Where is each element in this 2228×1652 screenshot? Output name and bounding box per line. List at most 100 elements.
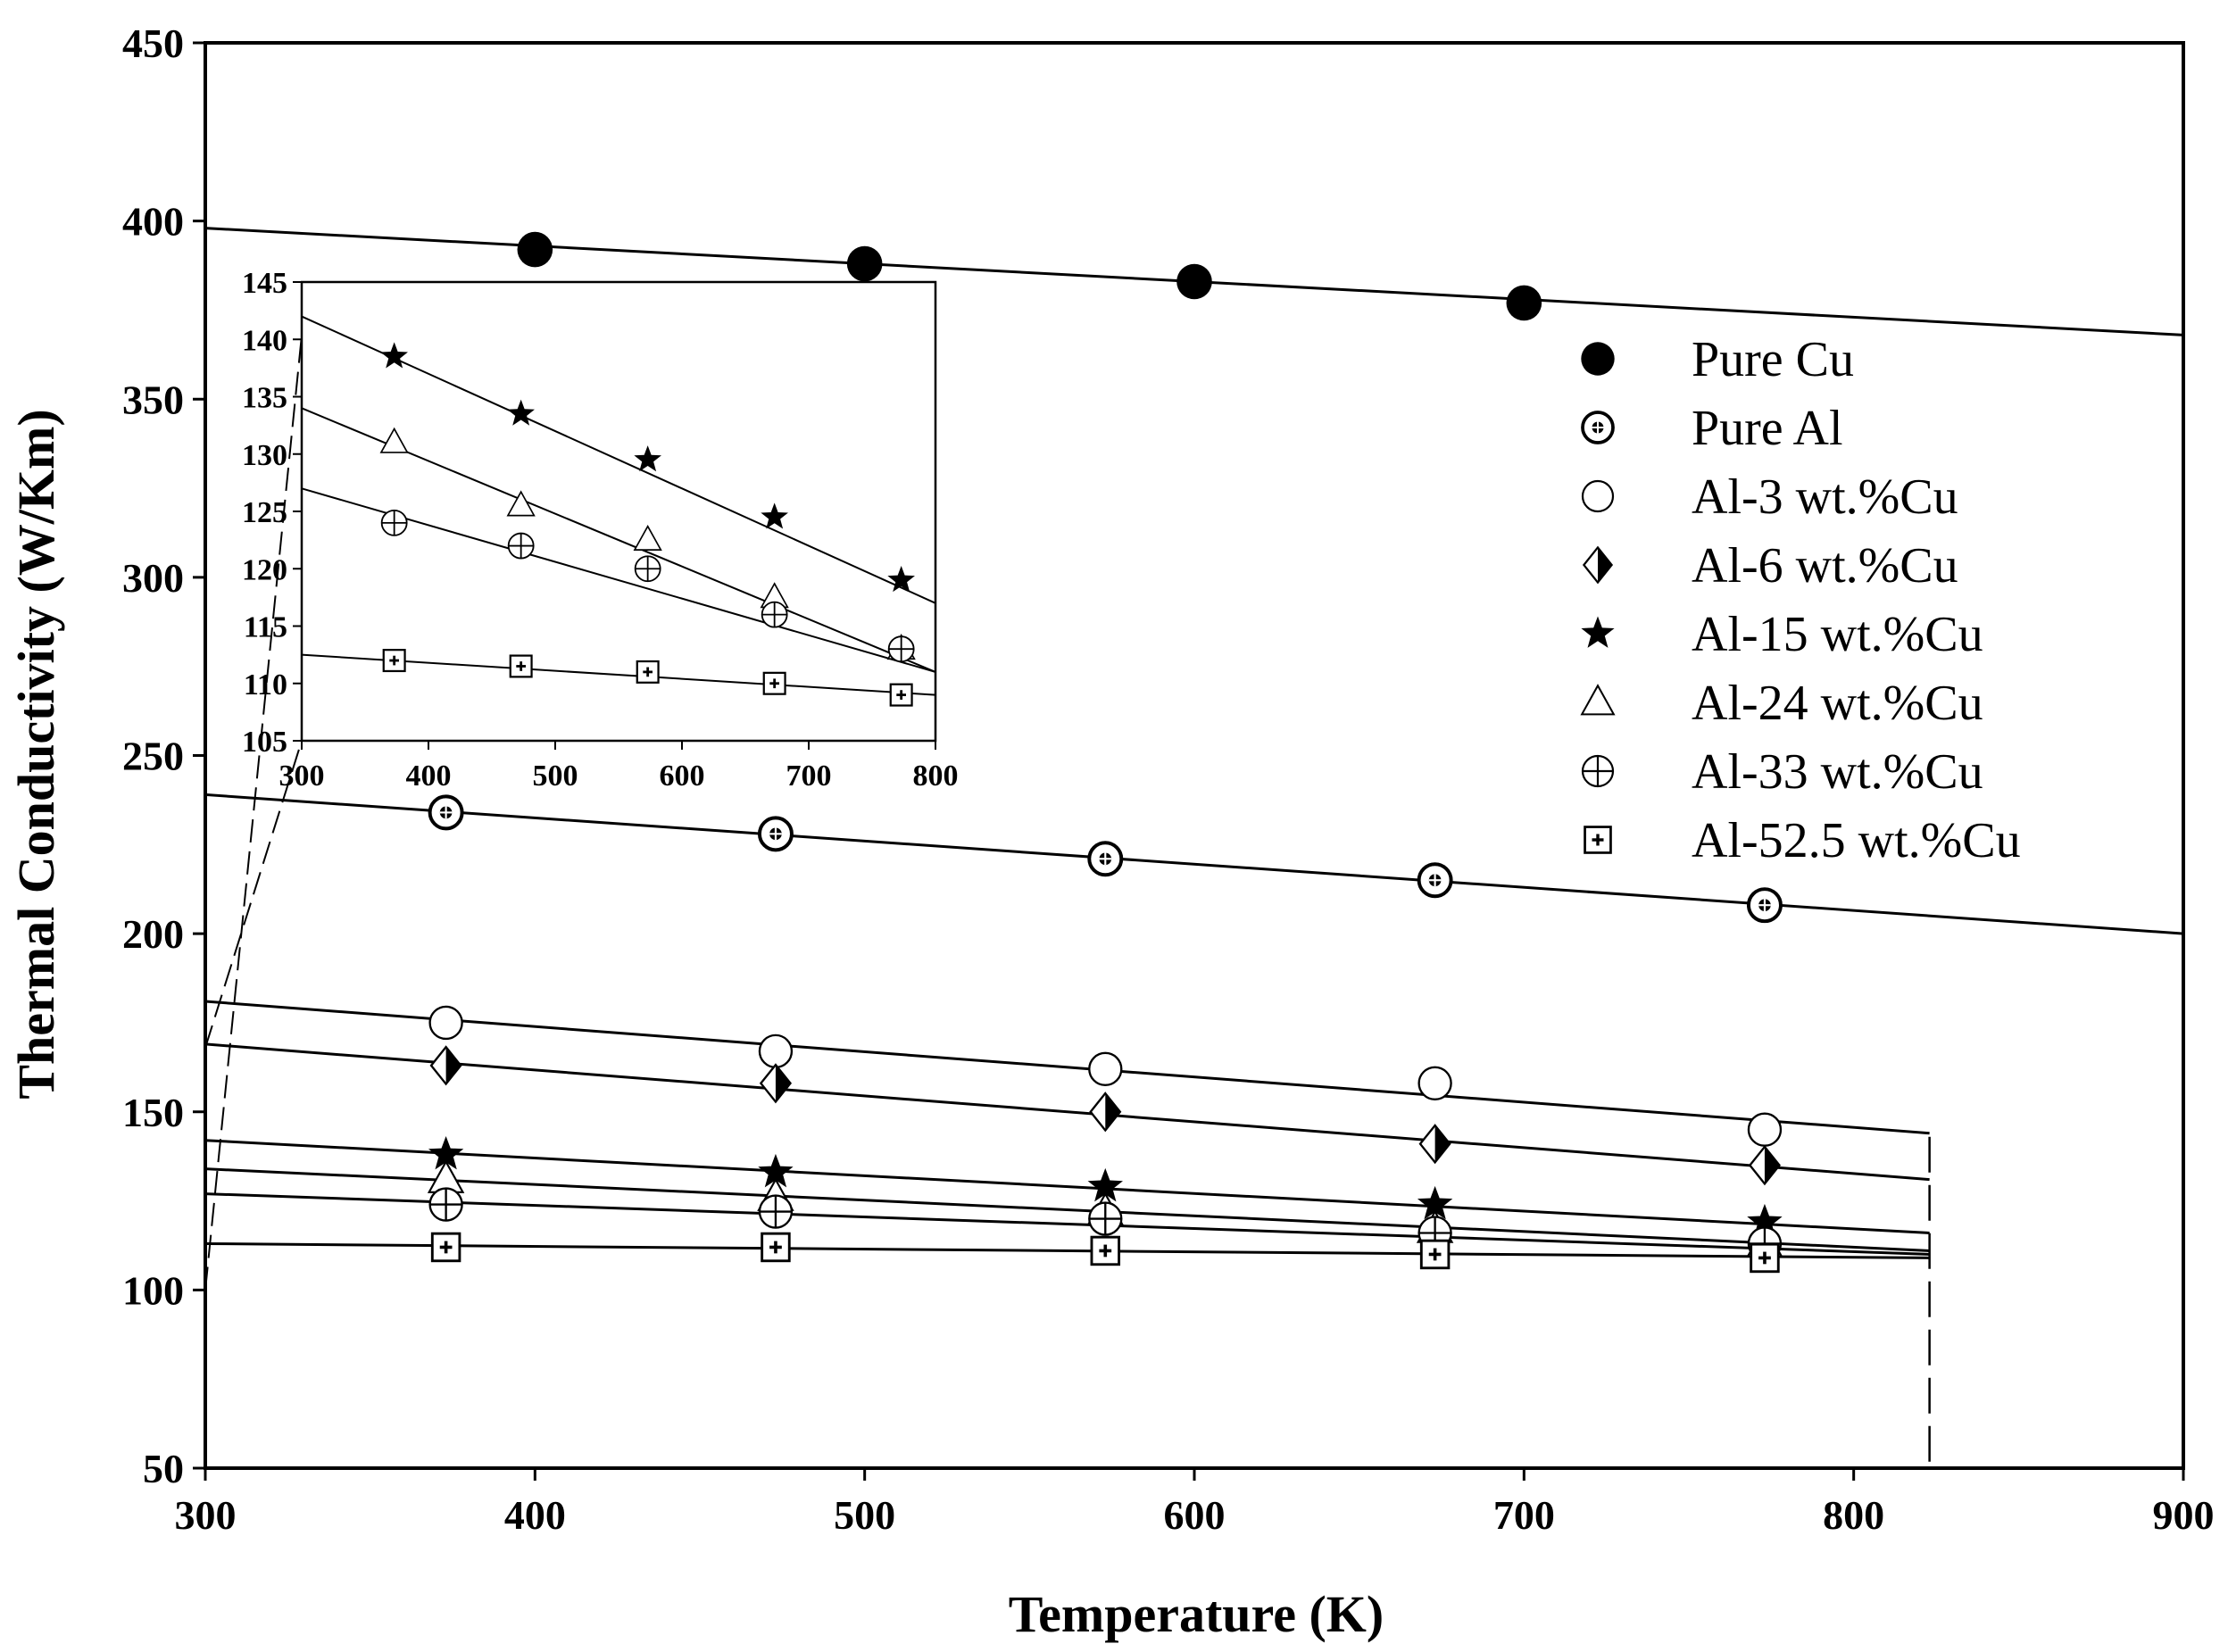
legend-label-pure-al: Pure Al: [1692, 401, 1843, 456]
y-tick-label: 350: [122, 377, 184, 422]
inset-x-tick-label: 500: [533, 760, 578, 793]
y-axis-title: Thermal Conductivity (W/Km): [7, 409, 65, 1099]
inset-frame: [300, 280, 937, 743]
data-point-al-3-wt-cu: [1747, 1112, 1783, 1147]
fit-line-pure-al: [204, 793, 2184, 935]
legend-label-al-33-wt-cu: Al-33 wt.%Cu: [1692, 744, 1983, 800]
data-point-pure-cu: [1176, 263, 1212, 300]
inset-x-tick-label: 600: [660, 760, 705, 793]
data-point-al-3-wt-cu: [428, 1005, 463, 1041]
data-point-al-15-wt-cu: [1417, 1185, 1453, 1220]
legend-label-al-24-wt-cu: Al-24 wt.%Cu: [1692, 676, 1983, 731]
inset-point-al-15-wt-cu: [507, 399, 535, 426]
inset-x-tick-label: 400: [406, 760, 452, 793]
inset-point-al-15-wt-cu: [380, 342, 408, 369]
fit-line-al-24-wt-cu: [204, 1167, 1930, 1252]
data-point-al-33-wt-cu: [428, 1187, 463, 1222]
data-point-pure-al: [1417, 862, 1453, 899]
x-axis-title: Temperature (K): [1009, 1585, 1384, 1643]
legend-label-al-3-wt-cu: Al-3 wt.%Cu: [1692, 469, 1958, 525]
fit-line-al-33-wt-cu: [204, 1192, 1930, 1256]
inset-y-tick-label: 135: [242, 382, 287, 415]
x-tick-label: 900: [2153, 1492, 2215, 1538]
y-tick-label: 50: [143, 1446, 184, 1491]
inset-x-tick-label: 700: [786, 760, 832, 793]
inset-point-al-33-wt-cu: [507, 532, 535, 560]
data-point-al-15-wt-cu: [1747, 1203, 1783, 1238]
data-point-al-3-wt-cu: [1417, 1066, 1452, 1100]
x-tick-label: 700: [1493, 1492, 1555, 1538]
inset-y-tick-label: 105: [242, 726, 287, 759]
legend-label-al-52-5-wt-cu: Al-52.5 wt.%Cu: [1692, 813, 2021, 868]
inset-point-al-15-wt-cu: [761, 502, 788, 529]
x-tick-label: 600: [1164, 1492, 1226, 1538]
legend-marker-al-15-wt-cu: [1581, 616, 1615, 648]
x-tick-label: 800: [1823, 1492, 1884, 1538]
y-tick-label: 200: [122, 911, 184, 957]
data-point-al-6-wt-cu: [1089, 1092, 1122, 1133]
inset-x-tick-label: 300: [279, 760, 325, 793]
data-point-al-6-wt-cu: [1418, 1124, 1451, 1165]
inset-point-al-24-wt-cu: [633, 524, 662, 551]
x-tick-label: 300: [175, 1492, 237, 1538]
inset-point-al-33-wt-cu: [380, 509, 408, 536]
data-point-pure-cu: [517, 231, 553, 268]
data-point-al-3-wt-cu: [758, 1034, 794, 1069]
inset-y-tick-label: 140: [242, 324, 287, 357]
y-tick-label: 450: [122, 21, 184, 66]
data-point-al-6-wt-cu: [429, 1045, 462, 1086]
y-tick-label: 250: [122, 734, 184, 779]
data-point-al-6-wt-cu: [1748, 1145, 1782, 1186]
legend-marker-pure-cu: [1581, 342, 1615, 376]
y-tick-label: 150: [122, 1090, 184, 1135]
inset-point-al-52-5-wt-cu: [382, 649, 406, 673]
inset-y-tick-label: 125: [242, 496, 287, 529]
inset-x-tick-label: 800: [913, 760, 959, 793]
fit-line-al-6-wt-cu: [204, 1042, 1930, 1182]
inset-fit-line-al-33-wt-cu: [301, 487, 936, 673]
data-point-al-52-5-wt-cu: [761, 1232, 791, 1263]
y-tick-label: 400: [122, 199, 184, 245]
legend-marker-al-3-wt-cu: [1581, 479, 1615, 513]
inset-point-al-52-5-wt-cu: [636, 660, 660, 684]
x-tick-label: 400: [504, 1492, 566, 1538]
inset-y-tick-label: 145: [242, 267, 287, 300]
data-point-pure-al: [428, 794, 464, 831]
y-tick-label: 300: [122, 555, 184, 601]
inset-y-tick-label: 130: [242, 439, 287, 472]
legend-marker-al-33-wt-cu: [1581, 754, 1615, 788]
inset-point-al-15-wt-cu: [634, 445, 661, 472]
data-point-al-52-5-wt-cu: [1419, 1239, 1451, 1270]
legend-label-al-6-wt-cu: Al-6 wt.%Cu: [1692, 538, 1958, 594]
data-point-al-15-wt-cu: [428, 1135, 464, 1170]
data-point-al-15-wt-cu: [758, 1153, 794, 1188]
inset-point-al-52-5-wt-cu: [889, 683, 913, 707]
legend-label-al-15-wt-cu: Al-15 wt.%Cu: [1692, 607, 1983, 662]
inset-y-tick-label: 115: [244, 611, 287, 644]
inset-point-al-24-wt-cu: [506, 490, 536, 517]
inset-point-al-33-wt-cu: [761, 601, 788, 628]
inset-fit-line-al-52-5-wt-cu: [301, 653, 936, 696]
data-point-al-15-wt-cu: [1087, 1167, 1123, 1202]
inset-point-al-52-5-wt-cu: [762, 671, 786, 695]
data-point-pure-cu: [1506, 285, 1542, 321]
legend-label-pure-cu: Pure Cu: [1692, 332, 1854, 387]
legend-marker-al-24-wt-cu: [1580, 684, 1616, 716]
y-tick-label: 100: [122, 1267, 184, 1313]
inset-point-al-33-wt-cu: [887, 635, 915, 663]
data-point-al-33-wt-cu: [758, 1194, 794, 1229]
fit-line-al-52-5-wt-cu: [204, 1241, 1930, 1259]
data-point-al-52-5-wt-cu: [1750, 1242, 1780, 1274]
data-point-pure-al: [1087, 841, 1124, 877]
inset-point-al-24-wt-cu: [379, 427, 409, 453]
zoom-guide-line: [204, 740, 303, 1049]
inset-fit-line-al-15-wt-cu: [301, 315, 936, 604]
fit-line-al-15-wt-cu: [204, 1139, 1930, 1234]
data-point-pure-cu: [846, 245, 883, 282]
data-point-al-52-5-wt-cu: [1090, 1235, 1121, 1266]
legend-marker-al-6-wt-cu: [1582, 545, 1614, 585]
data-point-pure-al: [1746, 887, 1783, 924]
inset-point-al-52-5-wt-cu: [509, 654, 533, 678]
